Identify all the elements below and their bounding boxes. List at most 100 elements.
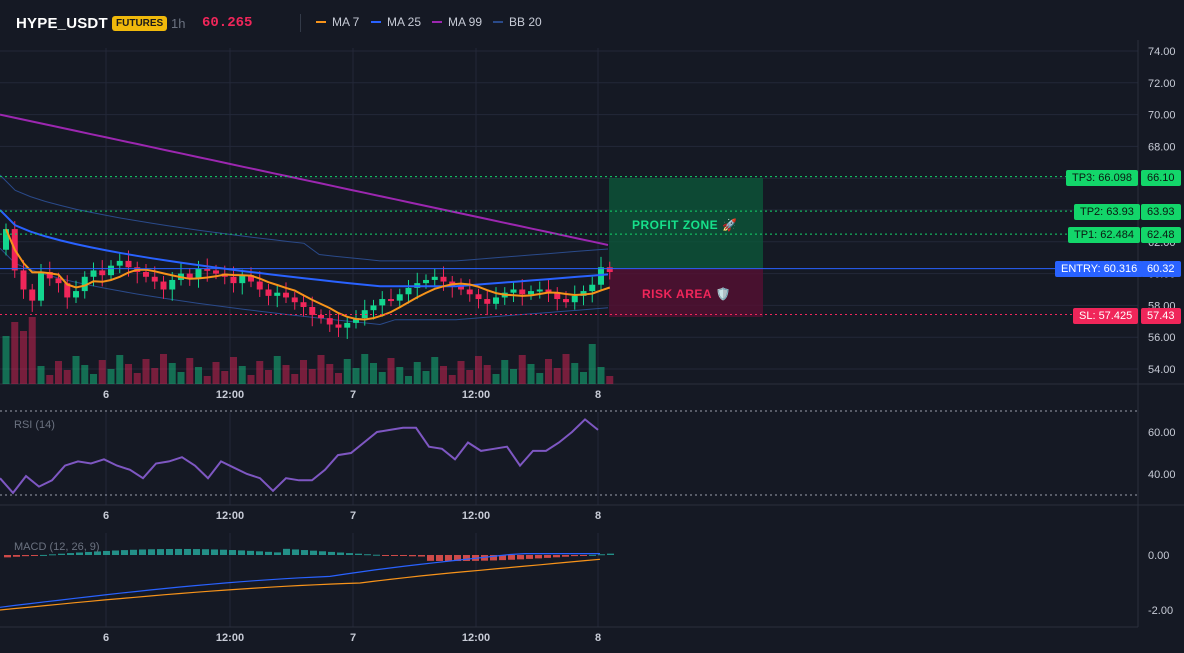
time-tick: 12:00 <box>462 632 490 644</box>
ma7-line <box>5 228 611 321</box>
volume-bar <box>536 373 544 384</box>
candle-body <box>589 284 596 292</box>
legend-bb20[interactable]: BB 20 <box>493 15 542 29</box>
moving-averages <box>0 113 611 321</box>
candle-body <box>563 299 569 303</box>
volume-bar <box>300 360 307 384</box>
chart-header: HYPE_USDT FUTURES 1h 60.265 MA 7 MA 25 M… <box>0 0 1184 48</box>
macd-hist-bar <box>49 554 56 556</box>
volume-bar <box>518 355 526 384</box>
price-tick: 72.00 <box>1148 78 1176 90</box>
time-tick: 8 <box>595 632 601 644</box>
current-price: 60.265 <box>202 15 253 31</box>
macd-hist-bar <box>202 549 209 555</box>
volume-bar <box>20 331 27 384</box>
candle-body <box>554 292 561 300</box>
candle-body <box>169 279 176 290</box>
legend-ma25[interactable]: MA 25 <box>371 15 421 29</box>
volume-bar <box>580 372 587 384</box>
macd-hist-bar <box>355 553 362 555</box>
macd-hist-bar <box>409 555 416 557</box>
volume-bar <box>72 356 80 384</box>
candle-body <box>528 291 534 295</box>
macd-line <box>0 553 600 608</box>
candle-body <box>274 292 281 296</box>
tp2-tag: TP2: 63.93 <box>1074 204 1140 220</box>
candle-body <box>20 270 27 290</box>
header-divider <box>300 14 301 32</box>
bollinger-bands <box>0 174 609 326</box>
volume-bar <box>370 363 377 384</box>
macd-hist-bar <box>184 548 191 555</box>
candle-body <box>353 318 359 323</box>
volume-bar <box>501 360 509 384</box>
candle-body <box>405 287 412 295</box>
tp3-axis-label: 66.10 <box>1141 170 1181 186</box>
time-tick: 6 <box>103 632 109 644</box>
time-tick: 8 <box>595 510 601 522</box>
volume-bar <box>483 365 491 384</box>
sl-tag: SL: 57.425 <box>1073 308 1139 324</box>
candle-body <box>283 292 289 298</box>
ma25-swatch <box>371 21 381 23</box>
time-tick: 12:00 <box>462 389 490 401</box>
candle-body <box>38 272 44 301</box>
tp1-tag: TP1: 62.484 <box>1068 227 1140 243</box>
risk-zone-label: RISK AREA 🛡️ <box>642 287 731 301</box>
legend-ma99[interactable]: MA 99 <box>432 15 482 29</box>
volume-bar <box>107 369 115 384</box>
macd-hist-bar <box>463 555 470 561</box>
volume-bar <box>597 367 605 384</box>
candle-body <box>598 267 604 285</box>
volume-bar <box>440 366 447 384</box>
macd-hist-bar <box>22 555 29 557</box>
macd-hist-bar <box>598 554 605 556</box>
symbol-title[interactable]: HYPE_USDT <box>16 15 108 32</box>
legend-ma7[interactable]: MA 7 <box>316 15 359 29</box>
volume-bar <box>405 376 412 384</box>
rsi-line <box>0 418 599 495</box>
candle-body <box>344 322 351 328</box>
volume-bar <box>492 374 500 384</box>
candle-body <box>423 279 429 284</box>
volume-bar <box>510 369 517 384</box>
macd-hist-bar <box>112 550 119 555</box>
macd-hist-bar <box>274 552 281 555</box>
volume-bar <box>588 344 596 384</box>
legend-label: MA 25 <box>387 15 422 29</box>
macd-hist-bar <box>589 554 596 556</box>
macd-hist-bar <box>193 549 200 555</box>
candle-body <box>458 286 464 290</box>
bb20-swatch <box>493 21 503 23</box>
candle-body <box>90 270 97 277</box>
macd-hist-bar <box>382 555 389 556</box>
candle-body <box>484 299 491 304</box>
rsi-pane <box>0 410 1138 496</box>
profit-zone <box>609 178 763 268</box>
volume-bar <box>98 360 106 384</box>
ma99-line <box>0 113 609 246</box>
legend-label: MA 7 <box>332 15 360 29</box>
macd-hist-bar <box>58 553 65 555</box>
price-tick: 68.00 <box>1148 141 1176 153</box>
candlesticks <box>3 221 613 339</box>
volume-bar <box>396 367 404 384</box>
macd-hist-bar <box>40 554 47 556</box>
sl-axis-label: 57.43 <box>1141 308 1181 324</box>
time-tick: 12:00 <box>216 632 244 644</box>
candle-body <box>160 281 167 290</box>
candle-body <box>99 270 106 276</box>
macd-hist-bar <box>490 555 497 561</box>
macd-signal-line <box>0 558 601 611</box>
volume-bar <box>265 370 272 384</box>
volume-bar <box>221 371 229 384</box>
rsi-label: RSI (14) <box>14 419 55 431</box>
macd-hist-bar <box>265 551 272 555</box>
macd-hist-bar <box>166 548 173 555</box>
candle-body <box>466 289 473 295</box>
candle-body <box>230 276 237 284</box>
timeframe-label[interactable]: 1h <box>171 16 186 31</box>
level-lines <box>0 176 1138 316</box>
volume-bar <box>422 371 430 384</box>
